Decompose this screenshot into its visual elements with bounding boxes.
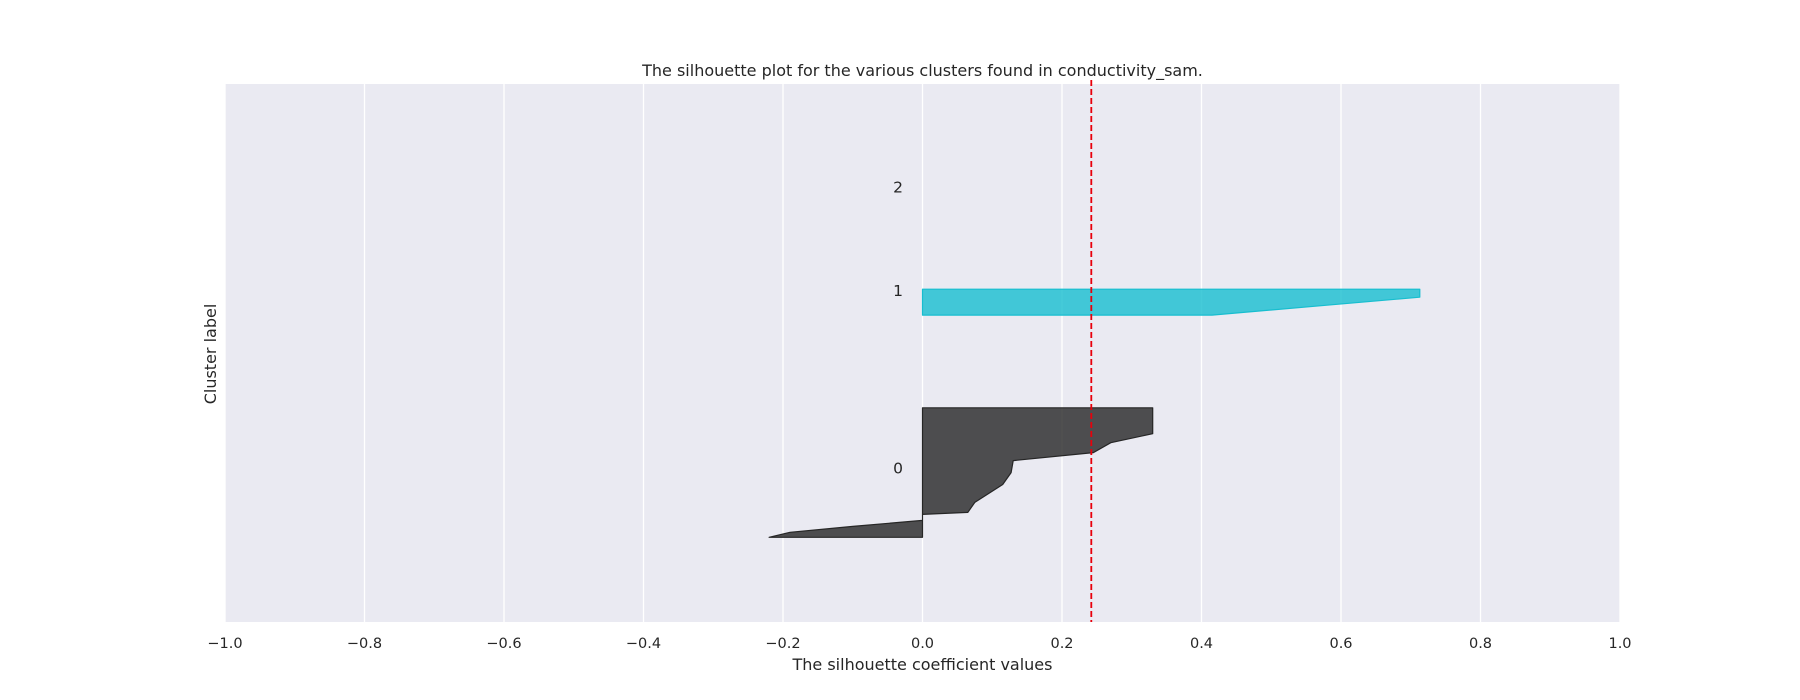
x-tick-label: −1.0 <box>207 636 242 652</box>
cluster-label-1: 1 <box>893 282 903 300</box>
x-axis-label: The silhouette coefficient values <box>792 655 1053 674</box>
cluster-silhouettes <box>768 288 1421 538</box>
x-tick-label: 1.0 <box>1608 636 1631 652</box>
cluster-label-2: 2 <box>893 179 903 197</box>
x-tick-label: −0.4 <box>626 636 661 652</box>
cluster-1-silhouette <box>921 288 1421 316</box>
x-tick-label: −0.8 <box>347 636 382 652</box>
x-tick-labels: −1.0 −0.8 −0.6 −0.4 −0.2 0.0 0.2 0.4 0.6 0.8 1.0 <box>207 636 1631 652</box>
cluster-label-0: 0 <box>893 460 903 478</box>
y-axis-label: Cluster label <box>201 304 220 405</box>
x-tick-label: 0.4 <box>1190 636 1213 652</box>
x-tick-label: −0.6 <box>486 636 521 652</box>
x-tick-label: 0.8 <box>1469 636 1492 652</box>
x-tick-label: 0.0 <box>911 636 934 652</box>
chart-title: The silhouette plot for the various clus… <box>641 61 1203 81</box>
x-tick-label: 0.6 <box>1329 636 1352 652</box>
cluster-labels: 0 1 2 <box>893 179 903 478</box>
x-tick-label: 0.2 <box>1050 636 1073 652</box>
cluster-0-silhouette <box>768 407 1154 538</box>
grid-lines <box>224 84 1621 622</box>
x-tick-label: −0.2 <box>765 636 800 652</box>
